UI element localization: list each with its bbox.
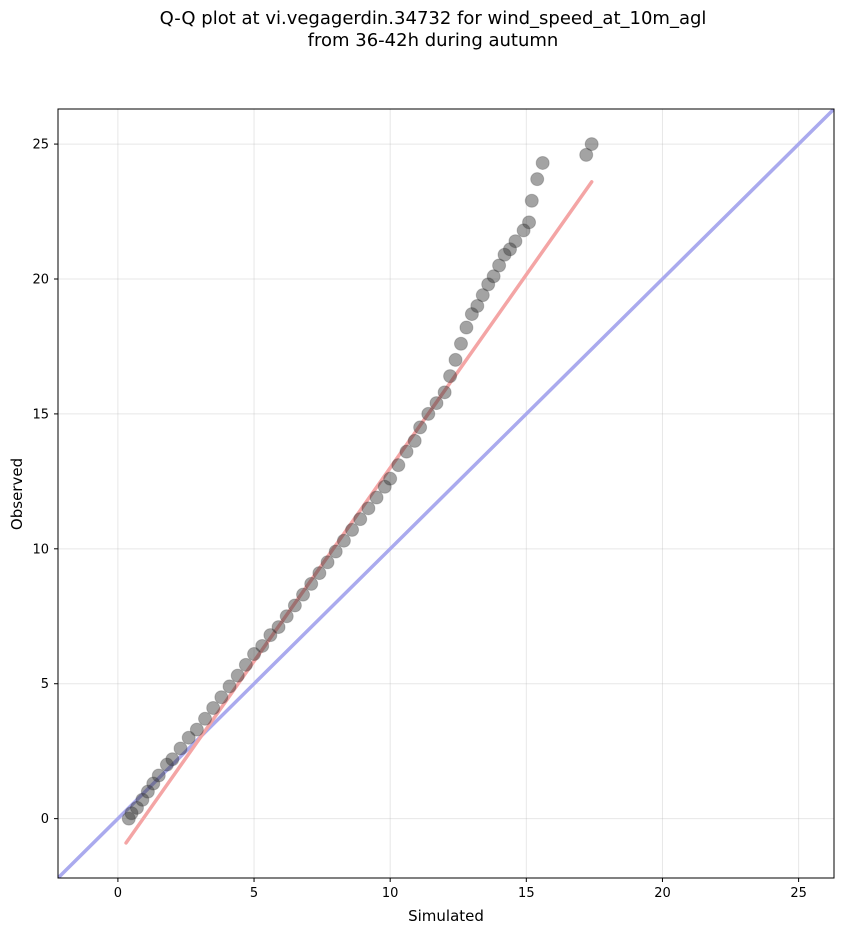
reference-lines (58, 109, 834, 878)
data-point (475, 288, 490, 303)
data-point (535, 155, 550, 170)
data-point (429, 396, 444, 411)
data-point (165, 752, 180, 767)
data-point (443, 369, 458, 384)
x-tick-label: 25 (790, 886, 807, 901)
x-tick-label: 20 (654, 886, 671, 901)
data-point (159, 757, 174, 772)
data-point (328, 544, 343, 559)
data-point (497, 247, 512, 262)
identity-line (58, 109, 834, 878)
y-tick-label: 5 (41, 677, 49, 692)
data-point (383, 471, 398, 486)
data-point (320, 555, 335, 570)
data-point (140, 784, 155, 799)
data-point (369, 490, 384, 505)
data-point (189, 722, 204, 737)
data-point (437, 385, 452, 400)
data-point (181, 730, 196, 745)
data-point (151, 768, 166, 783)
data-point (464, 307, 479, 322)
data-point (522, 215, 537, 230)
x-tick-label: 15 (518, 886, 535, 901)
data-point (361, 501, 376, 516)
plot-frame (57, 108, 835, 879)
y-tick-label: 25 (32, 138, 49, 153)
data-point (206, 701, 221, 716)
data-point (421, 406, 436, 421)
data-point (407, 433, 422, 448)
data-point (413, 420, 428, 435)
data-point (129, 800, 144, 815)
x-tick-label: 10 (382, 886, 399, 901)
data-point (312, 566, 327, 581)
data-point (584, 137, 599, 152)
data-point (271, 620, 286, 635)
y-axis-label: Observed (8, 458, 26, 530)
data-point (287, 598, 302, 613)
data-point (121, 811, 136, 826)
data-point (336, 533, 351, 548)
data-point (453, 336, 468, 351)
data-point (173, 741, 188, 756)
data-point (353, 512, 368, 527)
x-axis-label: Simulated (408, 907, 484, 925)
data-point (230, 668, 245, 683)
tick-labels: 0 5 10 15 20 25 0 5 10 15 20 25 (32, 138, 806, 901)
data-point (448, 352, 463, 367)
chart-title-line-1: Q-Q plot at vi.vegagerdin.34732 for wind… (159, 8, 707, 29)
data-point (263, 628, 278, 643)
data-point (530, 172, 545, 187)
y-tick-label: 20 (32, 272, 49, 287)
data-point (516, 223, 531, 238)
data-point (124, 806, 139, 821)
data-point (238, 657, 253, 672)
data-points (121, 137, 599, 826)
data-point (502, 242, 517, 257)
data-point (492, 258, 507, 273)
data-point (198, 711, 213, 726)
y-tick-label: 0 (41, 812, 49, 827)
data-point (296, 587, 311, 602)
y-tick-label: 10 (32, 542, 49, 557)
data-point (508, 234, 523, 249)
data-point (247, 647, 262, 662)
x-tick-label: 5 (250, 886, 258, 901)
y-tick-label: 15 (32, 407, 49, 422)
data-point (399, 444, 414, 459)
data-point (255, 638, 270, 653)
x-tick-label: 0 (114, 886, 122, 901)
data-point (481, 277, 496, 292)
data-point (279, 609, 294, 624)
data-point (470, 298, 485, 313)
data-point (135, 792, 150, 807)
data-point (345, 522, 360, 537)
data-point (486, 269, 501, 284)
data-point (222, 679, 237, 694)
grid (58, 109, 834, 878)
data-point (146, 776, 161, 791)
chart-title-line-2: from 36-42h during autumn (307, 30, 559, 51)
fit-line (124, 180, 594, 845)
data-point (377, 479, 392, 494)
data-point (579, 147, 594, 162)
data-point (391, 458, 406, 473)
chart-title: Q-Q plot at vi.vegagerdin.34732 for wind… (0, 8, 843, 52)
data-point (304, 576, 319, 591)
data-point (524, 193, 539, 208)
data-point (214, 690, 229, 705)
data-point (459, 320, 474, 335)
